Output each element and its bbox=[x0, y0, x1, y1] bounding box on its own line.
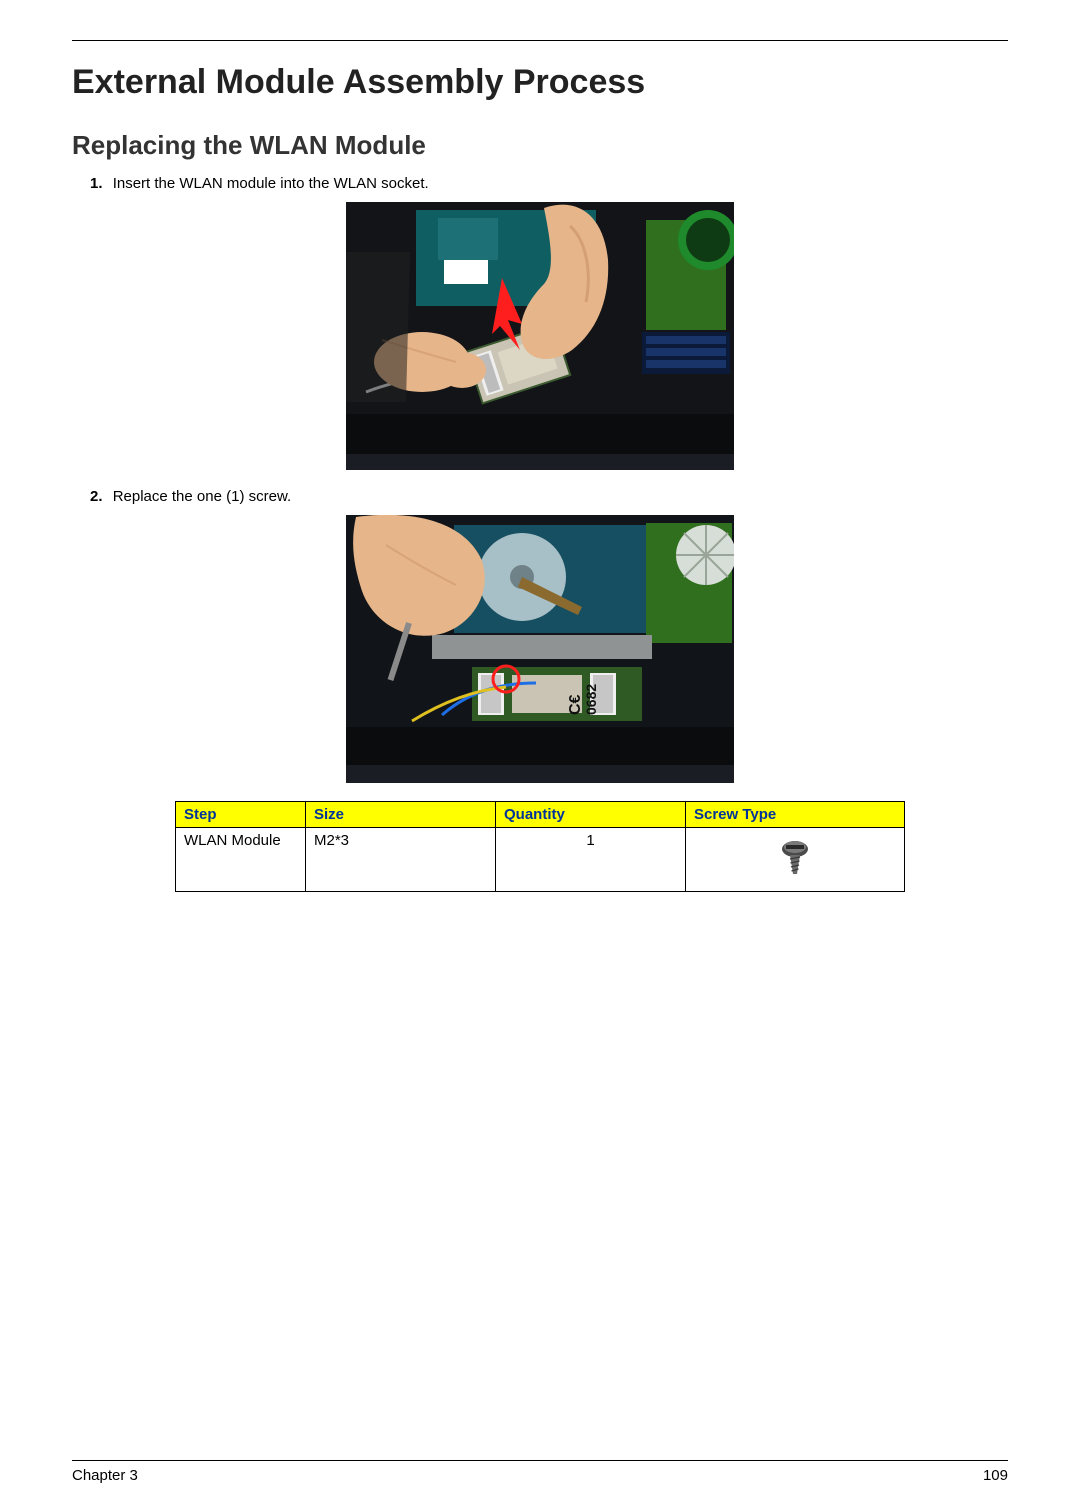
page-footer: Chapter 3 109 bbox=[72, 1460, 1008, 1484]
footer-right: 109 bbox=[983, 1467, 1008, 1484]
top-rule bbox=[72, 40, 1008, 41]
figure-1 bbox=[346, 202, 734, 470]
footer-left: Chapter 3 bbox=[72, 1467, 138, 1484]
svg-text:C€: C€ bbox=[567, 694, 584, 715]
figure-1-wrap bbox=[72, 202, 1008, 470]
td-step: WLAN Module bbox=[176, 828, 306, 892]
step-2-text: Replace the one (1) screw. bbox=[113, 488, 291, 505]
th-step: Step bbox=[176, 802, 306, 828]
td-screw bbox=[686, 828, 905, 892]
step-2-num: 2. bbox=[90, 488, 103, 505]
td-qty: 1 bbox=[496, 828, 686, 892]
section-subtitle: Replacing the WLAN Module bbox=[72, 130, 1008, 161]
svg-text:0682: 0682 bbox=[583, 684, 599, 715]
step-2: 2. Replace the one (1) screw. bbox=[90, 488, 1008, 505]
screw-icon bbox=[775, 838, 815, 878]
th-qty: Quantity bbox=[496, 802, 686, 828]
figure-2-wrap: C€ 0682 bbox=[72, 515, 1008, 783]
step-1-text: Insert the WLAN module into the WLAN soc… bbox=[113, 175, 429, 192]
table-header-row: Step Size Quantity Screw Type bbox=[176, 802, 905, 828]
screw-table: Step Size Quantity Screw Type WLAN Modul… bbox=[175, 801, 905, 892]
th-type: Screw Type bbox=[686, 802, 905, 828]
step-1-num: 1. bbox=[90, 175, 103, 192]
table-row: WLAN Module M2*3 1 bbox=[176, 828, 905, 892]
th-size: Size bbox=[306, 802, 496, 828]
td-size: M2*3 bbox=[306, 828, 496, 892]
figure-2: C€ 0682 bbox=[346, 515, 734, 783]
page-title: External Module Assembly Process bbox=[72, 63, 1008, 102]
step-1: 1. Insert the WLAN module into the WLAN … bbox=[90, 175, 1008, 192]
